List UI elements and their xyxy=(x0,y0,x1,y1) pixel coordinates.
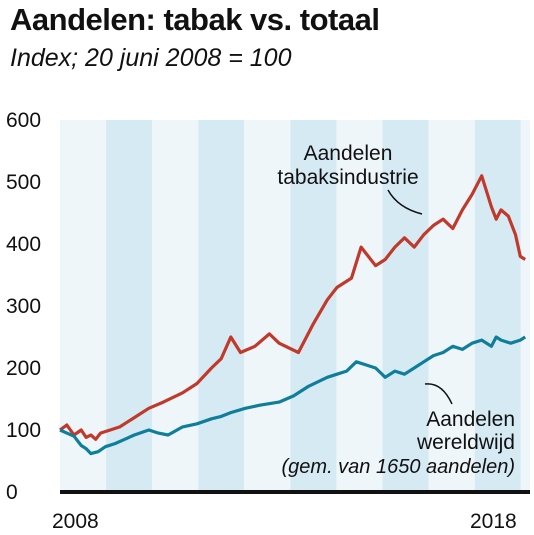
y-tick-label: 500 xyxy=(6,171,41,194)
annotation-tobacco-leader xyxy=(387,189,423,215)
x-tick-label-2018: 2018 xyxy=(470,510,517,533)
y-tick-label: 0 xyxy=(6,481,18,504)
background-band xyxy=(336,120,383,492)
annotation-world-line3: (gem. van 1650 aandelen) xyxy=(282,456,516,478)
x-tick-label-2008: 2008 xyxy=(52,510,99,533)
y-tick-label: 200 xyxy=(6,357,41,380)
y-tick-label: 100 xyxy=(6,419,41,442)
series-line-tobacco xyxy=(59,174,527,441)
background-band xyxy=(382,120,429,492)
annotation-tobacco-line2: tabaksindustrie xyxy=(277,166,418,189)
y-tick-label: 400 xyxy=(6,233,41,256)
chart-subtitle: Index; 20 juni 2008 = 100 xyxy=(10,44,292,72)
background-band xyxy=(520,120,530,492)
annotation-world-line1: Aandelen xyxy=(426,408,515,431)
y-tick-label: 300 xyxy=(6,295,41,318)
y-tick-label: 600 xyxy=(6,109,41,132)
background-band xyxy=(244,120,291,492)
series-line-world xyxy=(59,335,527,456)
background-band xyxy=(152,120,199,492)
background-band xyxy=(290,120,337,492)
annotation-tobacco-line1: Aandelen xyxy=(304,142,393,165)
background-band xyxy=(428,120,475,492)
background-band xyxy=(198,120,245,492)
annotation-world-line2: wereldwijd xyxy=(416,431,515,454)
annotation-world-leader xyxy=(424,383,453,405)
chart-title: Aandelen: tabak vs. totaal xyxy=(10,2,380,37)
y-axis-ticks: 0 100 200 300 400 500 600 xyxy=(6,109,41,504)
